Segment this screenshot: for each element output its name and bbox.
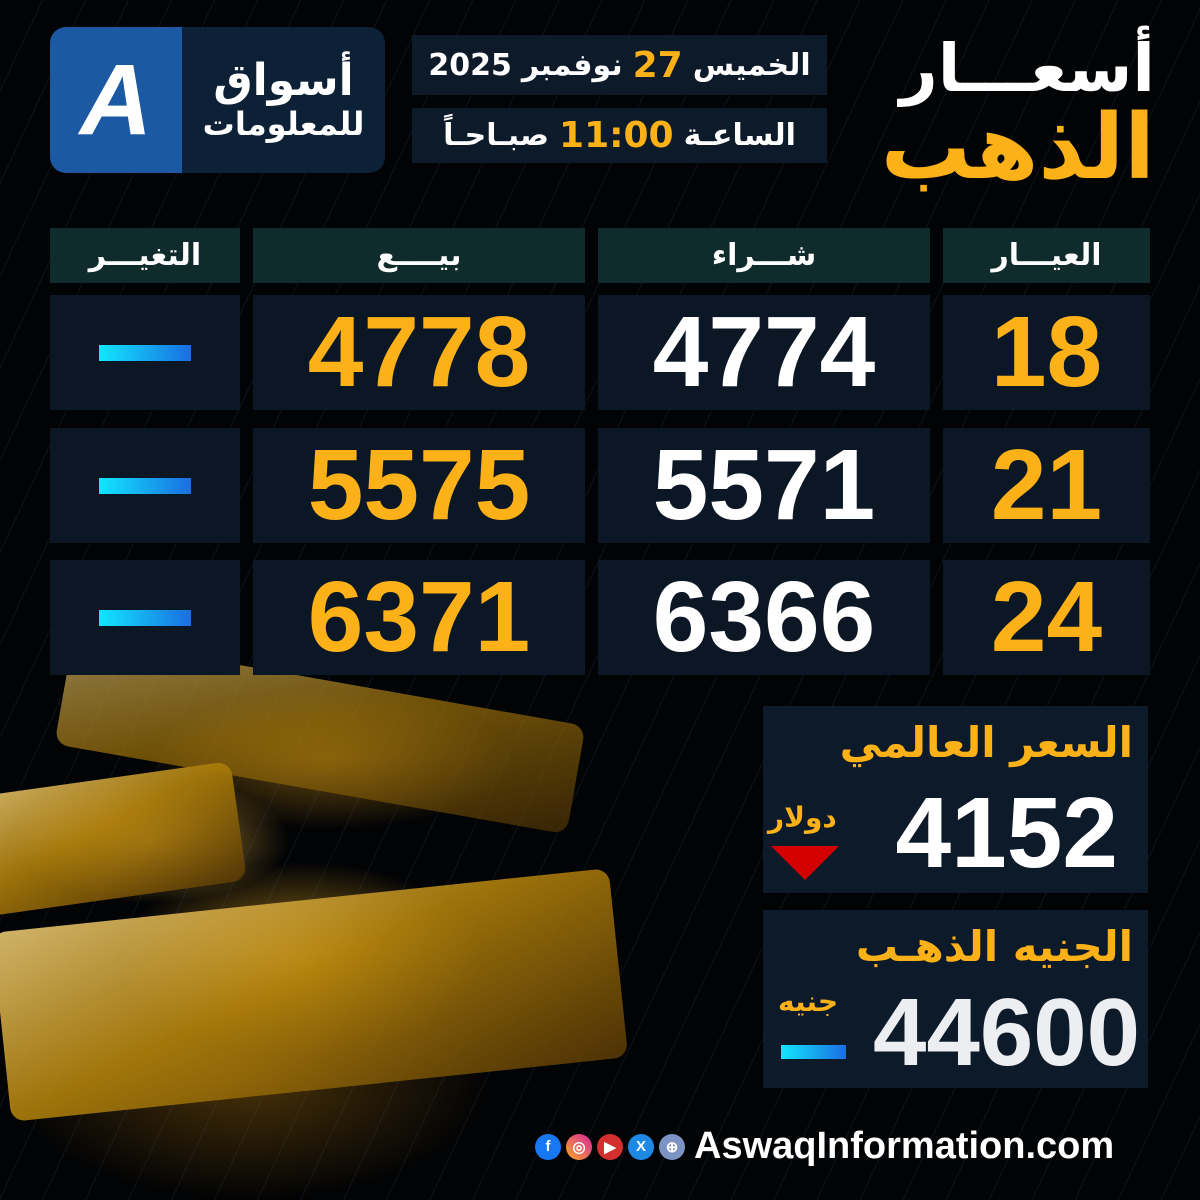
buy-cell: 4774 (598, 295, 930, 410)
time-label: الساعـة (683, 118, 796, 153)
change-cell (50, 295, 240, 410)
down-arrow-icon (771, 846, 839, 880)
header-buy: شـــراء (598, 228, 930, 283)
sell-cell: 6371 (253, 560, 585, 675)
x-icon[interactable]: X (628, 1133, 654, 1160)
brand-logo: A أسواق للمعلومات (50, 27, 385, 173)
currency-unit: دولار (768, 801, 837, 834)
date-box: الخميس 27 نوفمبر 2025 (412, 35, 827, 95)
unchanged-dash-icon (99, 477, 191, 494)
sell-cell: 4778 (253, 295, 585, 410)
buy-cell: 6366 (598, 560, 930, 675)
year: 2025 (428, 47, 512, 83)
unchanged-dash-icon (99, 344, 191, 361)
unchanged-dash-icon (99, 609, 191, 626)
instagram-icon[interactable]: ◎ (566, 1133, 592, 1160)
time-period: صبـاحـاً (443, 118, 550, 153)
day-number: 27 (632, 44, 683, 86)
karat-cell: 18 (943, 295, 1150, 410)
gold-pound-value: 44600 (873, 979, 1140, 1086)
youtube-icon[interactable]: ▶ (597, 1133, 623, 1160)
change-cell (50, 428, 240, 543)
header-change: التغيـــر (50, 228, 240, 283)
sell-cell: 5575 (253, 428, 585, 543)
header-karat: العيـــار (943, 228, 1150, 283)
pound-unit: جنيه (778, 985, 839, 1018)
karat-cell: 21 (943, 428, 1150, 543)
day-name: الخميس (692, 47, 811, 83)
gold-pound-box: الجنيه الذهـب 44600 جنيه (763, 910, 1148, 1088)
time-value: 11:00 (559, 115, 674, 156)
website-link[interactable]: AswaqInformation.com (694, 1125, 1115, 1167)
logo-name: أسواق (213, 54, 354, 106)
footer: f ◎ ▶ X ⊕ AswaqInformation.com (535, 1125, 1114, 1168)
title-gold: الذهب (880, 95, 1155, 200)
unchanged-dash-icon (781, 1045, 846, 1059)
header-sell: بيــــع (253, 228, 585, 283)
global-price-value: 4152 (895, 777, 1118, 889)
logo-subname: للمعلومات (202, 105, 365, 144)
global-price-label: السعر العالمي (839, 718, 1133, 767)
time-box: الساعـة 11:00 صبـاحـاً (412, 108, 827, 163)
karat-cell: 24 (943, 560, 1150, 675)
logo-mark: A (50, 27, 182, 173)
title-prices: أسعـــار (899, 30, 1155, 107)
global-price-box: السعر العالمي 4152 دولار (763, 706, 1148, 893)
gold-pound-label: الجنيه الذهـب (855, 922, 1133, 971)
change-cell (50, 560, 240, 675)
month: نوفمبر (521, 47, 623, 83)
facebook-icon[interactable]: f (535, 1133, 561, 1160)
globe-icon[interactable]: ⊕ (659, 1133, 685, 1160)
buy-cell: 5571 (598, 428, 930, 543)
